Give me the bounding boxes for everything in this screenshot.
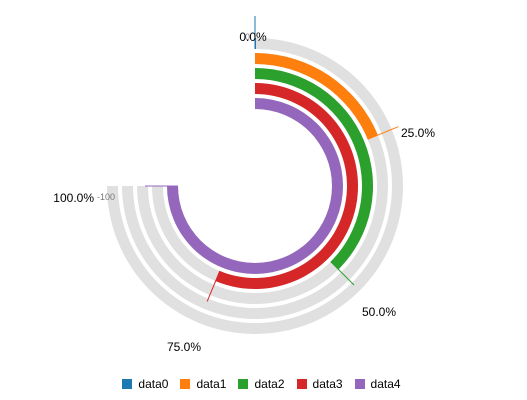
legend-label: data4: [370, 377, 401, 391]
legend-item-data0[interactable]: data0: [122, 377, 168, 391]
value-label-data4: 100.0%: [53, 191, 94, 205]
legend: data0 data1 data2 data3 data4: [0, 376, 527, 392]
legend-swatch: [238, 379, 249, 389]
gauge-arc-data1[interactable]: [255, 53, 378, 140]
legend-swatch: [122, 379, 133, 389]
legend-swatch: [180, 379, 191, 389]
legend-swatch: [354, 379, 365, 389]
value-label-data1: 25.0%: [401, 126, 435, 140]
legend-label: data1: [196, 377, 227, 391]
gauge-arc-data4[interactable]: [167, 98, 343, 274]
leader-line-data2: [330, 261, 355, 286]
leader-line-data3: [206, 270, 221, 302]
leader-line-data1: [367, 126, 399, 140]
gauge-max-label: -100: [97, 192, 115, 202]
legend-item-data1[interactable]: data1: [180, 377, 226, 391]
legend-label: data0: [138, 377, 169, 391]
gauge-min-label: 0: [245, 32, 250, 42]
gauge-arc-data2[interactable]: [255, 68, 373, 270]
value-label-data0: 0.0%: [239, 30, 267, 44]
legend-item-data2[interactable]: data2: [238, 377, 285, 391]
legend-item-data4[interactable]: data4: [354, 377, 401, 391]
legend-item-data3[interactable]: data3: [296, 377, 343, 391]
value-label-data2: 50.0%: [362, 305, 396, 319]
legend-label: data2: [254, 377, 285, 391]
legend-label: data3: [312, 377, 343, 391]
value-label-data3: 75.0%: [167, 340, 201, 354]
legend-swatch: [296, 379, 307, 389]
